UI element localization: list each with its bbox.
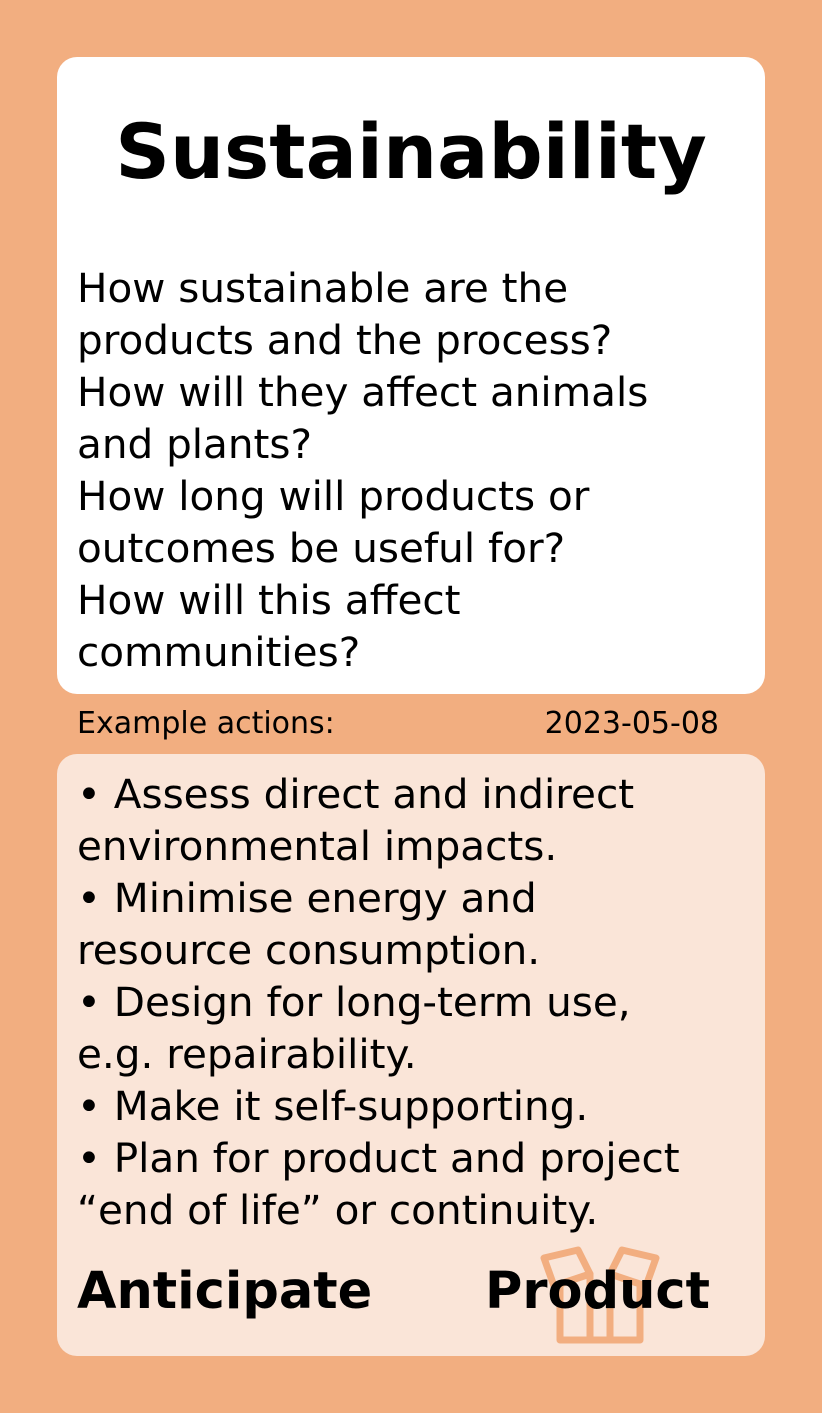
- action-line: • Make it self-supporting.: [77, 1082, 589, 1130]
- phase-label: Anticipate: [77, 1262, 373, 1321]
- question-card: [57, 57, 765, 694]
- question-line: and plants?: [77, 420, 312, 468]
- action-list: • Assess direct and indirect environment…: [77, 768, 757, 1236]
- action-line: e.g. repairability.: [77, 1030, 417, 1078]
- action-line: “end of life” or continuity.: [77, 1186, 599, 1234]
- question-line: communities?: [77, 628, 361, 676]
- question-line: How long will products or: [77, 472, 590, 520]
- gift-box-icon: [540, 1246, 660, 1344]
- action-line: • Plan for product and project: [77, 1134, 680, 1182]
- action-line: resource consumption.: [77, 926, 541, 974]
- action-line: • Design for long-term use,: [77, 978, 631, 1026]
- question-list: How sustainable are the products and the…: [77, 262, 757, 678]
- action-line: • Minimise energy and: [77, 874, 537, 922]
- card-date: 2023-05-08: [544, 706, 719, 741]
- card-title: Sustainability: [115, 107, 707, 196]
- action-line: environmental impacts.: [77, 822, 558, 870]
- category-label: Product: [485, 1262, 710, 1321]
- question-line: products and the process?: [77, 316, 613, 364]
- question-line: How will they affect animals: [77, 368, 649, 416]
- question-line: How sustainable are the: [77, 264, 569, 312]
- question-line: outcomes be useful for?: [77, 524, 566, 572]
- action-line: • Assess direct and indirect: [77, 770, 635, 818]
- question-line: How will this affect: [77, 576, 461, 624]
- example-actions-label: Example actions:: [77, 706, 335, 741]
